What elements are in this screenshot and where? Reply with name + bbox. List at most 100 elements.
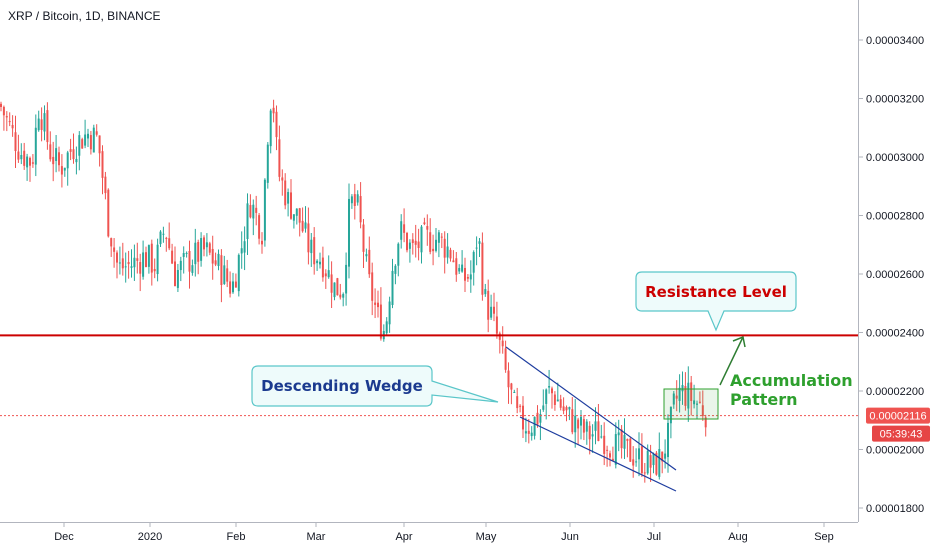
candle-body (168, 238, 171, 249)
candle-body (223, 265, 226, 284)
last-price-badge-label: 0.00002116 (869, 411, 926, 423)
candle-body (701, 405, 704, 417)
candle-body (176, 269, 179, 288)
candle-body (490, 306, 493, 318)
candle-body (698, 401, 701, 403)
candle-body (78, 135, 81, 156)
candle-body (8, 121, 11, 123)
price-tick-label: 0.00002200 (866, 386, 924, 398)
candle-body (397, 243, 400, 266)
candle-body (536, 412, 539, 425)
candle-body (617, 432, 620, 436)
candle-body (426, 226, 429, 230)
candle-body (597, 421, 600, 441)
candle-body (17, 151, 20, 160)
candle-body (339, 294, 342, 298)
candle-body (95, 131, 98, 135)
candle-body (255, 207, 258, 213)
candle-body (237, 254, 240, 292)
candle-body (664, 453, 667, 459)
candle-body (681, 385, 684, 392)
candle-body (162, 233, 165, 235)
candle-body (687, 382, 690, 409)
candle-body (400, 221, 403, 240)
candle-body (437, 232, 440, 243)
candle-body (553, 394, 556, 405)
candle-body (498, 333, 501, 340)
countdown-badge-label: 05:39:43 (880, 429, 923, 441)
candle-body (638, 448, 640, 460)
candle-body (411, 239, 414, 244)
time-tick-label: Jun (561, 531, 579, 543)
wedge-lower-line (519, 416, 677, 492)
candle-body (107, 189, 110, 237)
candle-body (203, 237, 205, 250)
candle-body (226, 268, 229, 282)
candle-body (290, 192, 292, 219)
time-tick-label: Apr (395, 531, 412, 543)
candle-body (678, 387, 681, 401)
price-tick-label: 0.00003000 (866, 152, 924, 164)
price-tick-label: 0.00002600 (866, 269, 924, 281)
time-tick-label: Dec (54, 531, 74, 543)
candle-body (446, 246, 449, 258)
candle-body (449, 249, 452, 259)
time-tick-label: May (476, 531, 497, 543)
candle-body (452, 260, 455, 263)
candle-body (690, 382, 693, 401)
candle-body (304, 222, 307, 229)
candle-body (156, 244, 159, 275)
candle-body (261, 240, 263, 245)
candle-body (278, 139, 281, 177)
candle-body (37, 118, 40, 131)
candle-body (321, 257, 324, 278)
candle-body (342, 294, 345, 298)
wedge-callout-label: Descending Wedge (261, 377, 423, 395)
candle-body (464, 267, 466, 281)
candle-body (469, 274, 472, 280)
candle-body (580, 416, 582, 426)
candle-body (20, 155, 23, 160)
candle-body (423, 222, 426, 225)
candle-body (353, 194, 356, 206)
candle-body (124, 266, 127, 268)
candle-body (693, 400, 696, 405)
candle-body (559, 399, 562, 408)
candle-body (371, 272, 374, 301)
candle-body (2, 106, 5, 116)
time-axis[interactable]: Dec 2020 Feb Mar Apr May Jun Jul Aug Sep (54, 522, 834, 543)
candle-body (249, 205, 252, 218)
candle-body (46, 110, 49, 143)
candle-body (316, 260, 319, 264)
candle-body (330, 274, 333, 293)
candle-body (211, 248, 214, 264)
descending-wedge-callout: Descending Wedge (251, 365, 499, 407)
candle-body (324, 273, 327, 277)
last-price-badge: 0.00002116 05:39:43 (866, 407, 930, 442)
candle-body (501, 340, 504, 347)
candle-body (516, 396, 519, 409)
candle-body (530, 432, 533, 437)
candle-body (591, 434, 594, 437)
time-tick-label: Aug (728, 531, 748, 543)
price-axis[interactable]: 0.00003400 0.00003200 0.00003000 0.00002800… (858, 35, 924, 515)
candle-body (533, 416, 536, 436)
candle-body (292, 214, 295, 221)
candle-body (284, 180, 287, 206)
candle-body (31, 162, 34, 164)
candle-body (365, 254, 368, 257)
candle-body (116, 252, 118, 263)
candle-body (307, 223, 310, 253)
price-tick-label: 0.00003400 (866, 35, 924, 47)
candle-body (133, 257, 136, 268)
last-price-badge-bg (866, 407, 930, 424)
candle-body (81, 139, 84, 149)
candle-body (458, 267, 461, 272)
candle-body (29, 157, 31, 166)
candle-body (217, 253, 220, 266)
candle-body (472, 252, 475, 273)
candle-body (414, 240, 417, 245)
candle-body (40, 119, 43, 130)
candle-body (403, 224, 406, 233)
